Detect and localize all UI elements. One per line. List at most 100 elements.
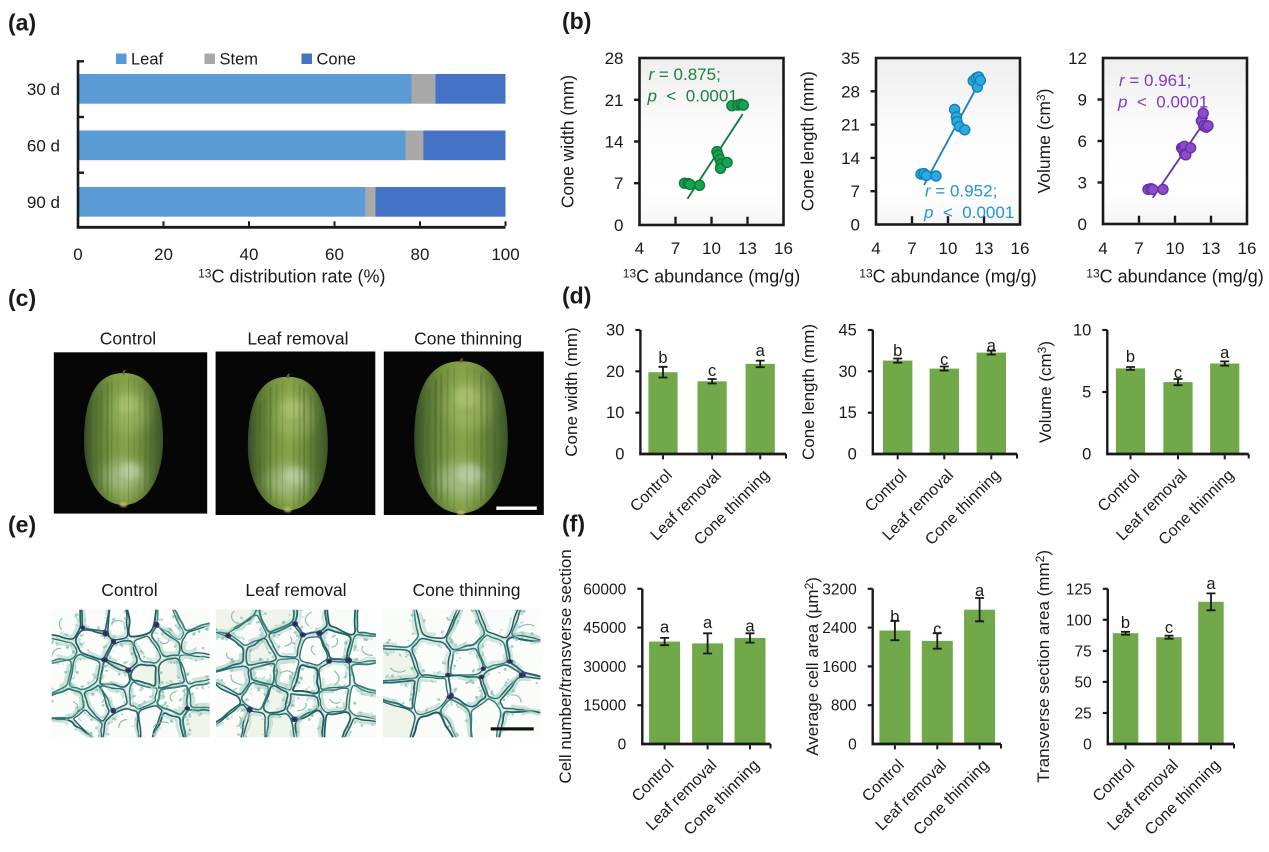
svg-text:45: 45 — [838, 322, 856, 340]
svg-text:b: b — [658, 349, 667, 367]
svg-text:30: 30 — [838, 363, 856, 381]
svg-text:30 d: 30 d — [27, 80, 60, 99]
svg-text:Control: Control — [101, 580, 157, 600]
svg-text:13: 13 — [1202, 239, 1221, 258]
svg-text:28: 28 — [605, 49, 624, 68]
svg-text:15000: 15000 — [583, 698, 626, 715]
svg-text:16: 16 — [1011, 239, 1030, 258]
svg-text:20: 20 — [154, 245, 173, 264]
svg-text:r = 0.961;: r = 0.961; — [1119, 71, 1191, 90]
svg-text:0: 0 — [615, 446, 624, 464]
svg-text:Cone thinning: Cone thinning — [413, 580, 521, 600]
svg-text:0: 0 — [848, 446, 857, 464]
svg-text:Leaf: Leaf — [131, 51, 164, 69]
svg-text:Stem: Stem — [220, 51, 259, 69]
svg-text:Average cell area (µm2): Average cell area (µm2) — [802, 577, 822, 756]
svg-text:12: 12 — [1068, 49, 1087, 68]
svg-text:21: 21 — [605, 91, 624, 110]
svg-text:100: 100 — [491, 245, 519, 264]
svg-text:0: 0 — [618, 737, 627, 754]
svg-text:20: 20 — [606, 363, 624, 381]
svg-text:a: a — [660, 619, 670, 637]
svg-text:30: 30 — [606, 322, 624, 340]
svg-text:10: 10 — [939, 239, 958, 258]
svg-text:a: a — [703, 614, 713, 632]
svg-text:Cone width (mm): Cone width (mm) — [562, 327, 581, 456]
svg-text:(e): (e) — [8, 512, 36, 538]
svg-text:r = 0.875;: r = 0.875; — [649, 65, 721, 84]
svg-text:16: 16 — [1238, 239, 1257, 258]
svg-text:b: b — [890, 608, 899, 626]
svg-text:15: 15 — [838, 404, 856, 422]
svg-text:a: a — [987, 337, 997, 355]
svg-text:5: 5 — [1082, 384, 1091, 402]
svg-text:b: b — [893, 342, 902, 360]
svg-text:13C abundance (mg/g): 13C abundance (mg/g) — [623, 267, 800, 287]
svg-text:a: a — [1220, 344, 1230, 362]
svg-text:c: c — [933, 621, 941, 639]
svg-text:10: 10 — [702, 239, 721, 258]
svg-text:Leaf removal: Leaf removal — [245, 580, 346, 600]
svg-text:b: b — [1121, 614, 1130, 632]
svg-text:Transverse section area (mm2): Transverse section area (mm2) — [1033, 550, 1053, 783]
svg-text:13C distribution rate (%): 13C distribution rate (%) — [198, 267, 385, 287]
svg-text:2400: 2400 — [822, 620, 857, 637]
svg-text:35: 35 — [841, 49, 860, 68]
svg-text:3200: 3200 — [822, 581, 857, 598]
svg-text:Cone: Cone — [317, 51, 356, 69]
svg-text:13C abundance (mg/g): 13C abundance (mg/g) — [859, 267, 1036, 287]
svg-text:0: 0 — [1078, 215, 1087, 234]
svg-text:10: 10 — [606, 404, 624, 422]
svg-text:Cone width (mm): Cone width (mm) — [558, 75, 578, 208]
svg-text:7: 7 — [614, 174, 623, 193]
svg-text:0: 0 — [73, 245, 82, 264]
svg-text:Volume (cm3): Volume (cm3) — [1034, 89, 1054, 194]
svg-text:Cell number/transverse section: Cell number/transverse section — [556, 549, 575, 783]
svg-text:c: c — [940, 351, 948, 369]
svg-text:Cone length (mm): Cone length (mm) — [799, 324, 818, 460]
svg-text:60000: 60000 — [583, 581, 626, 598]
svg-text:0: 0 — [1082, 446, 1091, 464]
svg-text:(b): (b) — [562, 8, 591, 34]
svg-text:a: a — [756, 342, 766, 360]
svg-text:0: 0 — [1083, 737, 1092, 754]
svg-text:125: 125 — [1066, 581, 1092, 598]
svg-text:13: 13 — [738, 239, 757, 258]
svg-text:60: 60 — [325, 245, 344, 264]
svg-text:14: 14 — [605, 133, 624, 152]
svg-text:7: 7 — [907, 239, 916, 258]
svg-text:0: 0 — [848, 737, 857, 754]
svg-text:75: 75 — [1075, 643, 1092, 660]
svg-text:Control: Control — [100, 329, 156, 349]
svg-text:r = 0.952;: r = 0.952; — [925, 182, 997, 201]
svg-text:50: 50 — [1075, 674, 1093, 691]
svg-text:a: a — [745, 618, 755, 636]
svg-text:80: 80 — [411, 245, 430, 264]
svg-text:a: a — [975, 582, 985, 600]
svg-text:21: 21 — [841, 116, 860, 135]
svg-text:b: b — [1126, 348, 1135, 366]
svg-text:4: 4 — [635, 239, 644, 258]
svg-text:7: 7 — [851, 182, 860, 201]
svg-text:c: c — [1165, 619, 1173, 637]
svg-text:10: 10 — [1166, 239, 1185, 258]
svg-text:Volume (cm3): Volume (cm3) — [1035, 341, 1055, 443]
svg-text:0: 0 — [614, 216, 623, 235]
svg-text:0: 0 — [851, 216, 860, 235]
svg-text:Cone thinning: Cone thinning — [414, 329, 522, 349]
svg-text:7: 7 — [1134, 239, 1143, 258]
svg-text:4: 4 — [871, 239, 880, 258]
svg-text:7: 7 — [671, 239, 680, 258]
svg-text:9: 9 — [1078, 91, 1087, 110]
svg-text:3: 3 — [1078, 174, 1087, 193]
svg-text:a: a — [1206, 575, 1216, 593]
svg-text:10: 10 — [1073, 322, 1091, 340]
svg-text:Cone length (mm): Cone length (mm) — [797, 71, 817, 211]
svg-text:c: c — [1174, 364, 1182, 382]
svg-text:16: 16 — [774, 239, 793, 258]
svg-text:4: 4 — [1098, 239, 1107, 258]
svg-text:p < 0.0001: p < 0.0001 — [647, 87, 738, 106]
svg-text:(a): (a) — [8, 10, 36, 36]
svg-text:6: 6 — [1078, 132, 1087, 151]
svg-text:(d): (d) — [562, 283, 591, 309]
